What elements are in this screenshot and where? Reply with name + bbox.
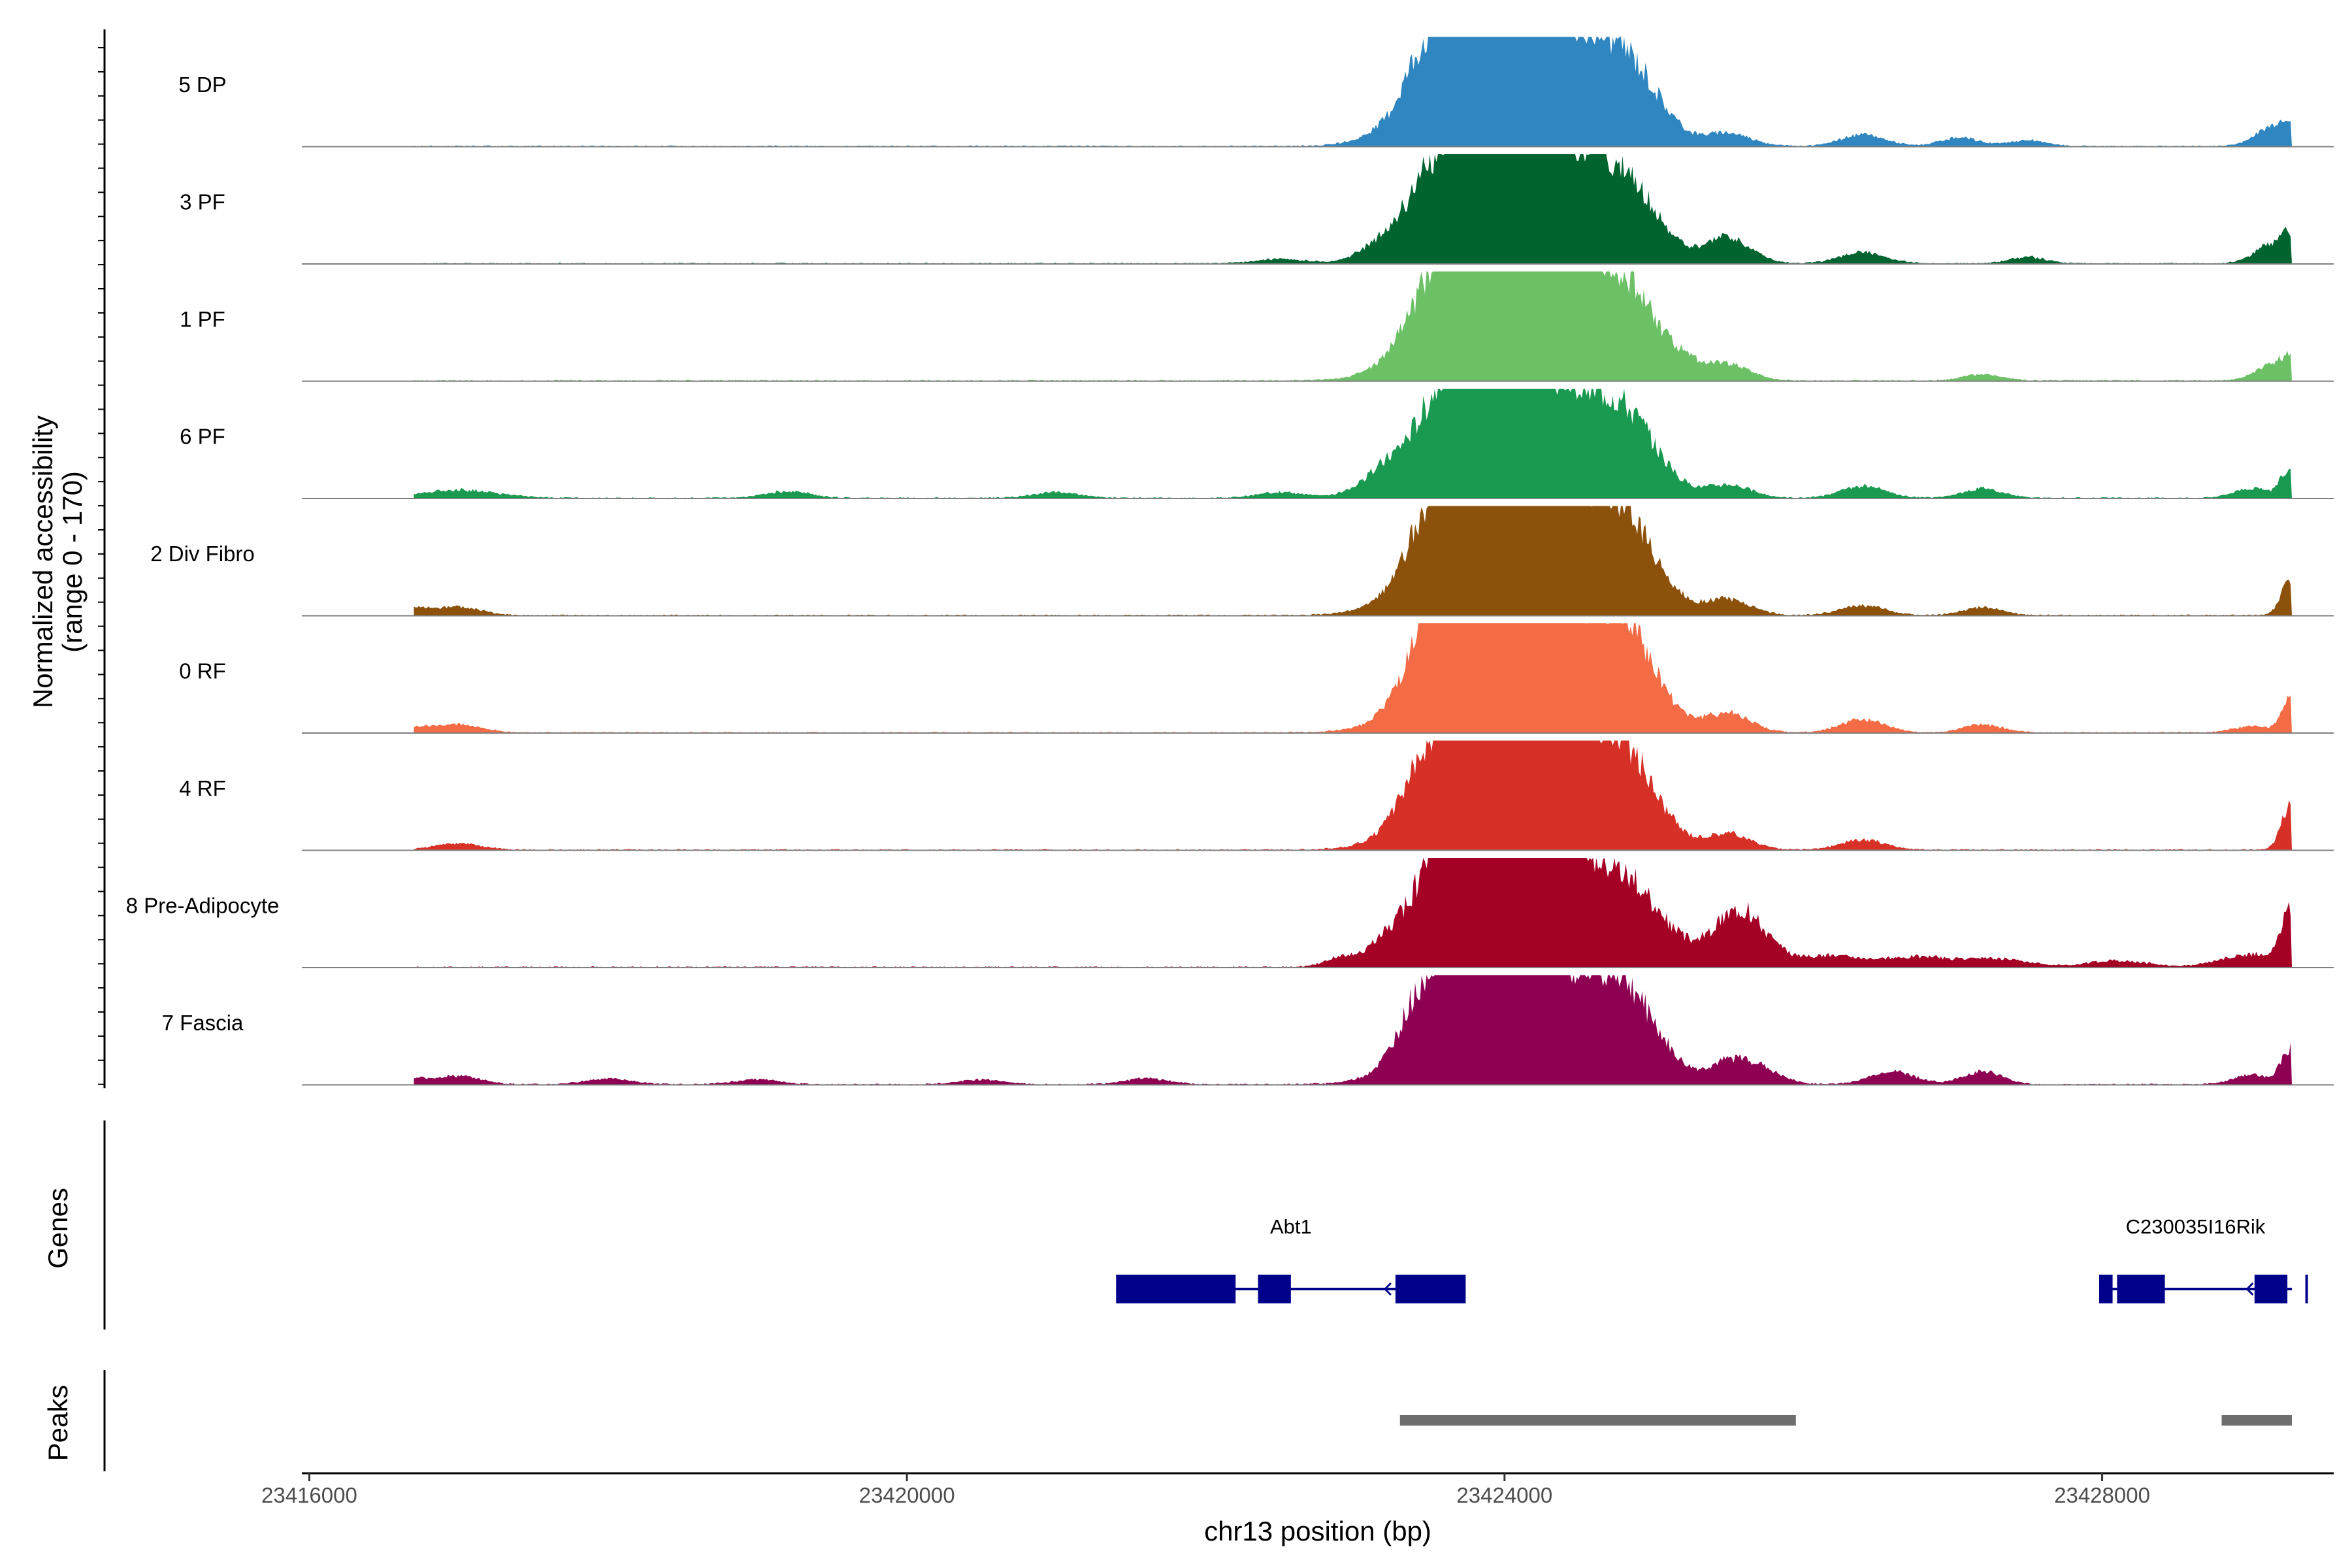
gene-exon: [1258, 1275, 1291, 1303]
track-area-4: [414, 506, 2292, 616]
peaks-panel-label: Peaks: [42, 1385, 73, 1462]
x-tick-label: 23424000: [1456, 1483, 1552, 1507]
track-7: 8 Pre-Adipocyte: [126, 858, 2334, 968]
genes-panel-label: Genes: [42, 1188, 73, 1269]
track-label: 8 Pre-Adipocyte: [126, 894, 280, 918]
coverage-tracks: 5 DP 3 PF 1 PF 6 PF 2 Div Fibro 0 RF 4 RF 8 Pre…: [126, 37, 2334, 1086]
track-label: 2 Div Fibro: [150, 542, 255, 566]
track-label: 3 PF: [180, 190, 225, 214]
gene-0: Abt1: [1116, 1215, 1466, 1303]
track-2: 1 PF: [180, 271, 2334, 382]
x-tick-label: 23420000: [859, 1483, 955, 1507]
x-axis: 23416000 23420000 23424000 23428000: [261, 1472, 2334, 1507]
x-axis-title: chr13 position (bp): [1204, 1516, 1431, 1546]
track-label: 5 DP: [178, 73, 226, 97]
coverage-y-axis: [98, 29, 106, 1088]
track-1: 3 PF: [180, 154, 2334, 265]
track-area-7: [414, 858, 2292, 968]
genes-panel: Genes Abt1 C230035I16Rik: [42, 1120, 2308, 1330]
track-6: 4 RF: [179, 740, 2334, 851]
peak-region-1: [2221, 1415, 2292, 1426]
gene-exon: [2099, 1275, 2113, 1303]
track-4: 2 Div Fibro: [150, 506, 2334, 617]
gene-exon: [2305, 1275, 2308, 1303]
track-area-5: [414, 623, 2292, 733]
gene-1: C230035I16Rik: [2099, 1215, 2308, 1303]
gene-label: C230035I16Rik: [2126, 1215, 2266, 1238]
track-label: 4 RF: [179, 776, 226, 800]
strand-arrow: [1383, 1282, 1392, 1296]
x-tick-label: 23416000: [261, 1483, 357, 1507]
track-label: 7 Fascia: [162, 1011, 244, 1035]
gene-exon: [1116, 1275, 1236, 1303]
track-5: 0 RF: [179, 623, 2334, 734]
gene-exon: [1395, 1275, 1466, 1303]
track-area-0: [414, 37, 2292, 147]
gene-label: Abt1: [1270, 1215, 1312, 1238]
track-8: 7 Fascia: [162, 975, 2334, 1086]
track-label: 0 RF: [179, 659, 226, 683]
gene-exon: [2254, 1275, 2288, 1303]
track-3: 6 PF: [180, 389, 2334, 499]
gene-exon: [2117, 1275, 2165, 1303]
track-area-1: [414, 154, 2292, 264]
track-area-2: [414, 271, 2292, 382]
x-tick-label: 23428000: [2054, 1483, 2150, 1507]
peak-region-0: [1399, 1415, 1796, 1426]
track-label: 6 PF: [180, 425, 225, 449]
track-0: 5 DP: [178, 37, 2334, 148]
y-axis-title-line2: (range 0 - 170): [57, 471, 88, 653]
track-area-8: [414, 975, 2292, 1085]
y-axis-title-line1: Normalized accessibility: [27, 416, 58, 708]
track-label: 1 PF: [180, 307, 225, 331]
track-area-3: [414, 389, 2292, 498]
y-axis-title: Normalized accessibility (range 0 - 170): [27, 416, 88, 708]
strand-arrow: [2246, 1282, 2254, 1296]
track-area-6: [414, 740, 2292, 851]
peaks-panel: Peaks: [42, 1370, 2292, 1471]
